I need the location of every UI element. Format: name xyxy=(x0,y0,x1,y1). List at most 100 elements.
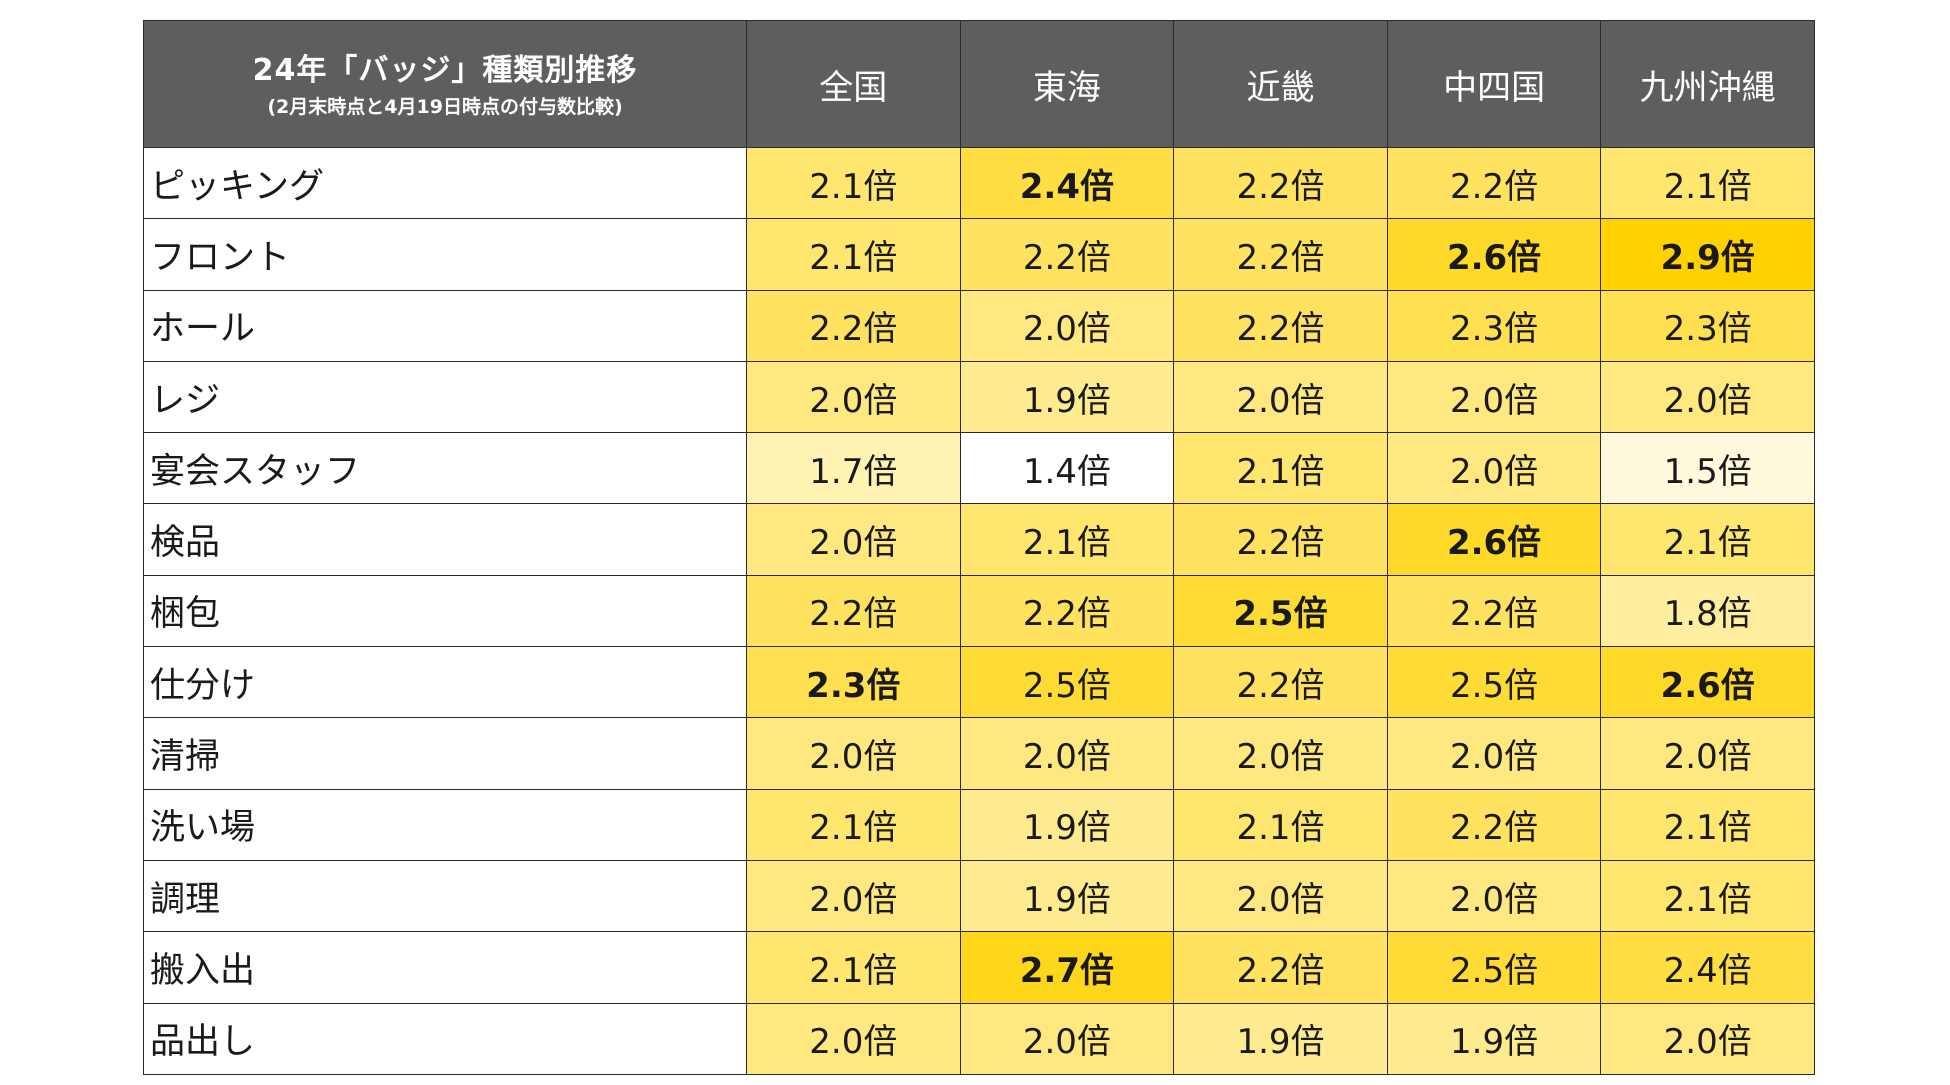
column-header-kyushu-okinawa: 九州沖縄 xyxy=(1600,20,1815,148)
table-row: 宴会スタッフ 1.7倍 1.4倍 2.1倍 2.0倍 1.5倍 xyxy=(143,432,1815,505)
heatmap-cell: 2.2倍 xyxy=(1173,289,1388,362)
heatmap-cell: 2.2倍 xyxy=(1173,146,1388,220)
table-row: ホール 2.2倍 2.0倍 2.2倍 2.3倍 2.3倍 xyxy=(143,289,1815,362)
heatmap-cell: 2.1倍 xyxy=(1600,146,1815,220)
heatmap-cell: 2.1倍 xyxy=(1173,432,1388,505)
heatmap-cell: 1.9倍 xyxy=(959,788,1175,861)
chart-title: 24年「バッジ」種類別推移 xyxy=(252,53,638,88)
heatmap-cell: 2.2倍 xyxy=(1173,218,1388,291)
heatmap-cell: 2.0倍 xyxy=(1386,432,1602,505)
heatmap-cell: 2.1倍 xyxy=(746,788,961,861)
row-label: 検品 xyxy=(143,503,747,576)
heatmap-cell: 1.4倍 xyxy=(959,432,1175,505)
row-label: ホール xyxy=(143,289,747,362)
heatmap-cell: 2.0倍 xyxy=(1173,717,1388,790)
column-header-national: 全国 xyxy=(746,20,961,148)
heatmap-cell: 2.5倍 xyxy=(1386,931,1602,1004)
header-row: 24年「バッジ」種類別推移 (2月末時点と4月19日時点の付与数比較) 全国 東… xyxy=(143,20,1815,148)
heatmap-cell: 2.7倍 xyxy=(959,931,1175,1004)
row-label: 品出し xyxy=(143,1002,747,1075)
heatmap-cell: 2.0倍 xyxy=(746,360,961,434)
heatmap-cell: 2.1倍 xyxy=(1600,859,1815,933)
table-row: フロント 2.1倍 2.2倍 2.2倍 2.6倍 2.9倍 xyxy=(143,218,1815,291)
column-header-kinki: 近畿 xyxy=(1173,20,1388,148)
heatmap-cell: 2.0倍 xyxy=(746,859,961,933)
column-header-chushikoku: 中四国 xyxy=(1386,20,1602,148)
row-label: 清掃 xyxy=(143,717,747,790)
chart-subtitle: (2月末時点と4月19日時点の付与数比較) xyxy=(267,96,623,118)
table-title-cell: 24年「バッジ」種類別推移 (2月末時点と4月19日時点の付与数比較) xyxy=(143,20,747,148)
heatmap-cell: 2.0倍 xyxy=(1173,859,1388,933)
heatmap-cell: 1.9倍 xyxy=(959,360,1175,434)
heatmap-cell: 2.0倍 xyxy=(746,717,961,790)
heatmap-cell: 2.1倍 xyxy=(746,146,961,220)
heatmap-cell: 2.2倍 xyxy=(1173,503,1388,576)
heatmap-cell: 2.6倍 xyxy=(1386,503,1602,576)
heatmap-cell: 2.2倍 xyxy=(1386,146,1602,220)
table-row: 洗い場 2.1倍 1.9倍 2.1倍 2.2倍 2.1倍 xyxy=(143,788,1815,861)
heatmap-cell: 2.0倍 xyxy=(746,503,961,576)
heatmap-cell: 2.2倍 xyxy=(959,574,1175,648)
heatmap-cell: 1.7倍 xyxy=(746,432,961,505)
table-row: 仕分け 2.3倍 2.5倍 2.2倍 2.5倍 2.6倍 xyxy=(143,646,1815,719)
table-row: 品出し 2.0倍 2.0倍 1.9倍 1.9倍 2.0倍 xyxy=(143,1002,1815,1075)
row-label: 宴会スタッフ xyxy=(143,432,747,505)
heatmap-cell: 2.3倍 xyxy=(746,646,961,719)
heatmap-cell: 2.6倍 xyxy=(1386,218,1602,291)
heatmap-cell: 2.0倍 xyxy=(1600,1002,1815,1075)
heatmap-cell: 2.0倍 xyxy=(959,717,1175,790)
heatmap-cell: 1.9倍 xyxy=(959,859,1175,933)
row-label: レジ xyxy=(143,360,747,434)
heatmap-cell: 2.1倍 xyxy=(1600,503,1815,576)
row-label: 洗い場 xyxy=(143,788,747,861)
heatmap-cell: 2.1倍 xyxy=(959,503,1175,576)
table-row: ピッキング 2.1倍 2.4倍 2.2倍 2.2倍 2.1倍 xyxy=(143,146,1815,220)
heatmap-cell: 2.9倍 xyxy=(1600,218,1815,291)
heatmap-cell: 2.2倍 xyxy=(746,289,961,362)
table-row: 梱包 2.2倍 2.2倍 2.5倍 2.2倍 1.8倍 xyxy=(143,574,1815,648)
heatmap-cell: 2.0倍 xyxy=(1173,360,1388,434)
row-label: 仕分け xyxy=(143,646,747,719)
heatmap-cell: 2.2倍 xyxy=(1386,788,1602,861)
table-row: 清掃 2.0倍 2.0倍 2.0倍 2.0倍 2.0倍 xyxy=(143,717,1815,790)
row-label: フロント xyxy=(143,218,747,291)
heatmap-body: ピッキング 2.1倍 2.4倍 2.2倍 2.2倍 2.1倍 フロント 2.1倍 2.2倍 2.2… xyxy=(143,146,1815,1075)
table-row: 検品 2.0倍 2.1倍 2.2倍 2.6倍 2.1倍 xyxy=(143,503,1815,576)
heatmap-cell: 2.2倍 xyxy=(959,218,1175,291)
heatmap-cell: 1.9倍 xyxy=(1386,1002,1602,1075)
heatmap-cell: 1.9倍 xyxy=(1173,1002,1388,1075)
heatmap-cell: 2.5倍 xyxy=(1386,646,1602,719)
heatmap-cell: 2.0倍 xyxy=(959,289,1175,362)
heatmap-cell: 2.1倍 xyxy=(1600,788,1815,861)
heatmap-cell: 2.0倍 xyxy=(1386,859,1602,933)
heatmap-cell: 2.0倍 xyxy=(1386,360,1602,434)
heatmap-cell: 2.0倍 xyxy=(1600,717,1815,790)
heatmap-cell: 2.3倍 xyxy=(1600,289,1815,362)
heatmap-cell: 2.2倍 xyxy=(1173,646,1388,719)
table-row: レジ 2.0倍 1.9倍 2.0倍 2.0倍 2.0倍 xyxy=(143,360,1815,434)
heatmap-cell: 2.2倍 xyxy=(1386,574,1602,648)
heatmap-cell: 2.6倍 xyxy=(1600,646,1815,719)
heatmap-cell: 2.3倍 xyxy=(1386,289,1602,362)
heatmap-cell: 2.4倍 xyxy=(959,146,1175,220)
heatmap-cell: 2.1倍 xyxy=(746,931,961,1004)
row-label: 梱包 xyxy=(143,574,747,648)
heatmap-cell: 2.5倍 xyxy=(959,646,1175,719)
table-row: 搬入出 2.1倍 2.7倍 2.2倍 2.5倍 2.4倍 xyxy=(143,931,1815,1004)
table-row: 調理 2.0倍 1.9倍 2.0倍 2.0倍 2.1倍 xyxy=(143,859,1815,933)
heatmap-cell: 2.2倍 xyxy=(746,574,961,648)
heatmap-cell: 1.8倍 xyxy=(1600,574,1815,648)
heatmap-cell: 2.0倍 xyxy=(1386,717,1602,790)
heatmap-cell: 2.5倍 xyxy=(1173,574,1388,648)
row-label: ピッキング xyxy=(143,146,747,220)
row-label: 調理 xyxy=(143,859,747,933)
heatmap-cell: 1.5倍 xyxy=(1600,432,1815,505)
heatmap-cell: 2.1倍 xyxy=(746,218,961,291)
heatmap-cell: 2.0倍 xyxy=(1600,360,1815,434)
heatmap-cell: 2.0倍 xyxy=(959,1002,1175,1075)
heatmap-cell: 2.1倍 xyxy=(1173,788,1388,861)
heatmap-table: 24年「バッジ」種類別推移 (2月末時点と4月19日時点の付与数比較) 全国 東… xyxy=(143,20,1815,1075)
heatmap-cell: 2.2倍 xyxy=(1173,931,1388,1004)
row-label: 搬入出 xyxy=(143,931,747,1004)
heatmap-cell: 2.4倍 xyxy=(1600,931,1815,1004)
